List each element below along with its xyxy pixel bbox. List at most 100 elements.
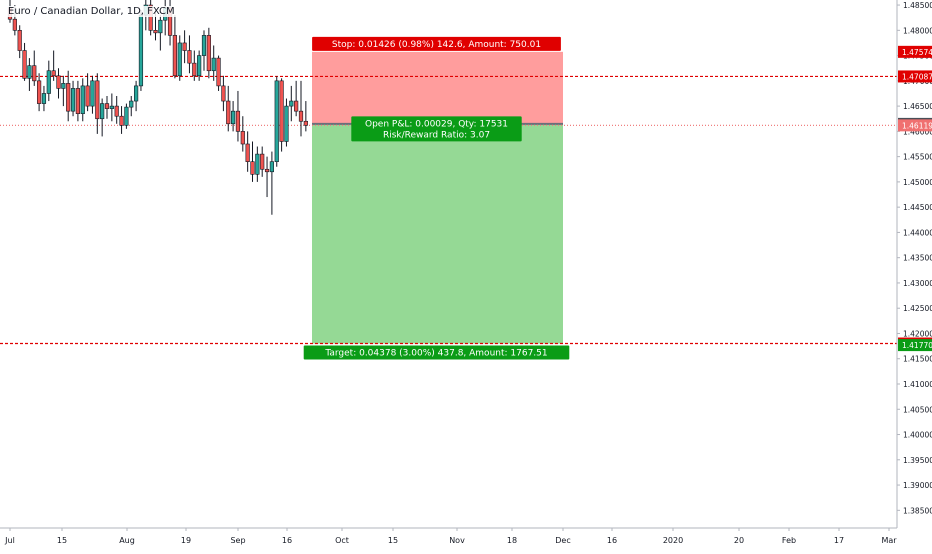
- pnl-label-bg: [351, 116, 522, 142]
- candle-body: [70, 88, 76, 112]
- y-tick-label: 1.48000: [903, 26, 932, 35]
- price-badge: [898, 119, 932, 132]
- price-badge-label: 1.41770: [902, 341, 932, 350]
- x-tick-label: 16: [282, 536, 292, 545]
- pnl-label-text-1: Risk/Reward Ratio: 3.07: [383, 130, 490, 140]
- stop-zone[interactable]: [312, 51, 563, 124]
- x-tick-label: Jul: [4, 536, 15, 545]
- candle-body: [138, 14, 144, 87]
- y-tick-label: 1.44000: [903, 228, 932, 237]
- y-tick-label: 1.38500: [903, 506, 932, 515]
- candle-body: [27, 65, 32, 79]
- candle-body: [148, 4, 153, 31]
- candle-body: [211, 57, 216, 72]
- candle-body: [90, 80, 95, 107]
- candle-body: [95, 80, 100, 120]
- candle-body: [226, 100, 231, 125]
- candle-body: [216, 57, 221, 87]
- x-tick-label: 18: [507, 536, 517, 545]
- x-tick-label: 15: [57, 536, 67, 545]
- y-tick-label: 1.43000: [903, 279, 932, 288]
- candle-body: [100, 103, 105, 120]
- candle-body: [303, 120, 308, 126]
- x-tick-label: Nov: [449, 536, 465, 545]
- candle-body: [260, 153, 265, 170]
- y-tick-label: 1.39000: [903, 481, 932, 490]
- price-badge: [898, 339, 932, 352]
- candle-body: [274, 80, 279, 162]
- candle-body: [134, 85, 139, 102]
- candle-body: [284, 105, 289, 142]
- y-tick-label: 1.45000: [903, 178, 932, 187]
- candle-body: [187, 50, 192, 64]
- candle-body: [201, 35, 207, 56]
- candle-body: [197, 55, 202, 77]
- target-zone[interactable]: [312, 123, 563, 344]
- candle-body: [124, 106, 129, 126]
- y-tick-label: 1.42000: [903, 329, 932, 338]
- candle-body: [36, 80, 42, 104]
- candle-body: [12, 18, 17, 31]
- y-tick-label: 1.41500: [903, 355, 932, 364]
- y-tick-label: 1.40500: [903, 405, 932, 414]
- x-tick-label: 19: [181, 536, 191, 545]
- x-tick-label: Feb: [782, 536, 796, 545]
- candle-body: [264, 168, 270, 173]
- candle-body: [75, 88, 80, 114]
- candle-body: [250, 161, 255, 175]
- candle-body: [22, 50, 27, 79]
- x-tick-label: Sep: [230, 536, 245, 545]
- x-tick-label: Aug: [119, 536, 135, 545]
- candle-body: [231, 110, 236, 125]
- symbol-title: Euro / Canadian Dollar, 1D, FXCM: [6, 6, 177, 17]
- stop-label-text-0: Stop: 0.01426 (0.98%) 142.6, Amount: 750…: [332, 40, 541, 50]
- stop-label-bg: [312, 36, 561, 51]
- x-tick-label: 20: [734, 536, 744, 545]
- candle-body: [109, 105, 114, 109]
- x-tick-label: Mar: [881, 536, 897, 545]
- x-tick-label: 16: [607, 536, 617, 545]
- price-badge: [898, 45, 932, 58]
- y-tick-label: 1.46500: [903, 102, 932, 111]
- candle-body: [46, 70, 51, 94]
- candle-body: [177, 42, 182, 77]
- candle-body: [17, 30, 22, 51]
- candle-body: [289, 100, 294, 107]
- x-tick-label: 17: [834, 536, 844, 545]
- pnl-label-text-0: Open P&L: 0.00029, Qty: 17531: [365, 119, 508, 129]
- candle-body: [182, 42, 187, 51]
- candle-body: [245, 143, 250, 162]
- y-tick-label: 1.46000: [903, 127, 932, 136]
- x-tick-label: 15: [388, 536, 398, 545]
- candle-body: [221, 85, 226, 102]
- x-tick-label: 2020: [663, 536, 683, 545]
- candle-body: [235, 110, 241, 132]
- candle-body: [192, 62, 197, 77]
- candle-body: [294, 100, 299, 112]
- candle-body: [129, 100, 134, 108]
- candle-body: [172, 35, 178, 77]
- candle-body: [32, 65, 37, 82]
- candle-body: [153, 30, 158, 34]
- target-label-text-0: Target: 0.04378 (3.00%) 437.8, Amount: 1…: [324, 349, 547, 359]
- target-label-bg: [303, 345, 570, 360]
- candle-body: [80, 85, 85, 114]
- candle-body: [114, 105, 119, 117]
- x-tick-label: Oct: [335, 536, 349, 545]
- y-tick-label: 1.48500: [903, 1, 932, 10]
- candle-body: [85, 85, 90, 107]
- candle-body: [104, 103, 110, 109]
- candle-body: [41, 93, 47, 104]
- y-tick-label: 1.45500: [903, 153, 932, 162]
- price-axis[interactable]: [897, 0, 932, 550]
- candle-body: [56, 75, 61, 89]
- price-badge: [898, 70, 932, 83]
- price-badge-label: 1.47574: [902, 48, 932, 57]
- candle-body: [279, 80, 284, 142]
- candle-body: [51, 70, 56, 77]
- candle-body: [119, 115, 124, 126]
- price-badge-label: 1.46119: [902, 121, 932, 130]
- y-tick-label: 1.42500: [903, 304, 932, 313]
